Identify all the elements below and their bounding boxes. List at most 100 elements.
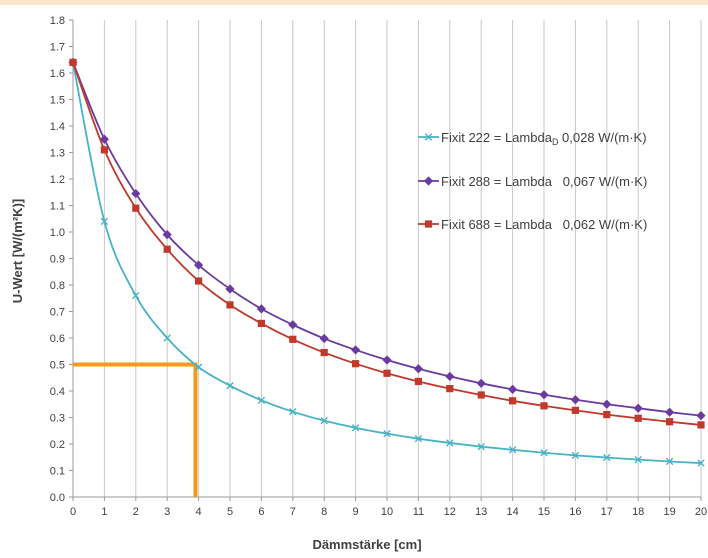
data-point: [319, 333, 329, 344]
data-point: [382, 355, 392, 365]
data-point: [226, 382, 234, 390]
data-point: [194, 363, 203, 371]
x-axis-title: Dämmstärke [cm]: [312, 537, 421, 552]
data-point-stroke: [100, 217, 109, 226]
data-point: [509, 397, 517, 405]
data-point-stroke: [634, 455, 642, 464]
series-2: [68, 57, 706, 421]
data-point-stroke: [540, 449, 548, 457]
data-point: [162, 230, 172, 240]
data-point-stroke: [289, 407, 297, 416]
data-point: [289, 335, 297, 343]
legend-label: Fixit 288 = Lambda 0,067 W/(m·K): [441, 174, 647, 189]
data-point: [163, 245, 171, 253]
data-point: [256, 304, 266, 314]
x-tick-label: 16: [569, 506, 581, 518]
data-point: [696, 411, 706, 421]
x-tick-label: 4: [196, 506, 202, 518]
y-axis-title: U-Wert [W/(m²K)]: [10, 199, 25, 303]
x-tick-label: 10: [381, 506, 393, 518]
data-point: [413, 364, 423, 374]
top-stripe: [0, 0, 708, 5]
x-tick-label: 13: [475, 506, 487, 518]
y-tick-label: 1.5: [50, 95, 65, 107]
data-point: [257, 396, 266, 404]
data-point: [414, 377, 422, 386]
legend-label-value: 0,062 W/(m·K): [552, 217, 647, 232]
series-line: [72, 62, 702, 464]
y-tick-label: 0.8: [50, 280, 65, 292]
y-tick-label: 0.3: [50, 413, 65, 425]
data-point: [351, 424, 360, 432]
data-point: [226, 301, 234, 309]
data-point-stroke: [508, 446, 517, 454]
y-tick-label: 0.1: [50, 466, 65, 478]
x-tick-label: 5: [227, 506, 233, 518]
y-tick-label: 1.6: [50, 68, 65, 80]
legend-label: Fixit 688 = Lambda 0,062 W/(m·K): [441, 217, 647, 232]
data-point: [69, 58, 77, 66]
data-point: [445, 371, 455, 382]
data-point: [132, 204, 140, 212]
data-point-stroke: [697, 459, 705, 467]
series-1: [69, 58, 705, 467]
legend-label-name: Fixit 222 = Lambda: [441, 130, 553, 145]
y-tick-label: 0.0: [50, 492, 65, 504]
axis-layer: 0.0 0.1 0.2 0.3 0.4 0.5 0.6 0.7 0.8 0.9 1.0 1.1 1.2 1…: [50, 15, 707, 518]
data-point: [100, 146, 108, 154]
data-point: [320, 348, 328, 357]
data-point: [424, 220, 433, 228]
data-point: [257, 319, 265, 328]
x-tick-label: 8: [321, 506, 327, 518]
data-point: [508, 446, 517, 454]
data-point: [508, 384, 518, 395]
data-point: [131, 188, 141, 199]
data-point: [571, 406, 579, 414]
data-point: [697, 459, 705, 467]
data-point: [476, 378, 486, 388]
x-tick-label: 2: [133, 506, 139, 518]
data-point: [602, 399, 612, 409]
x-tick-label: 12: [444, 506, 456, 518]
data-point: [477, 442, 485, 451]
x-tick-label: 11: [413, 506, 424, 518]
annotation-layer: [73, 362, 198, 497]
legend-label-subscript: D: [552, 137, 559, 147]
y-tick-label: 1.3: [50, 148, 65, 160]
data-point: [132, 291, 140, 300]
data-point: [288, 320, 298, 330]
x-tick-label: 1: [101, 506, 107, 518]
data-point-stroke: [665, 457, 674, 466]
data-point: [446, 385, 454, 393]
data-point: [539, 390, 549, 400]
y-tick-label: 0.9: [50, 254, 65, 266]
data-point-stroke: [446, 439, 454, 447]
data-point: [665, 457, 674, 466]
y-tick-label: 0.6: [50, 333, 65, 345]
data-point: [540, 402, 548, 410]
legend-label-name: Fixit 288 = Lambda: [441, 174, 553, 189]
x-tick-label: 15: [538, 506, 550, 518]
x-tick-label: 7: [290, 506, 296, 518]
x-tick-label: 6: [258, 506, 264, 518]
legend-label-name: Fixit 688 = Lambda: [441, 217, 553, 232]
data-point-stroke: [194, 363, 203, 371]
data-point: [540, 449, 548, 457]
legend-label-value: 0,067 W/(m·K): [552, 174, 647, 189]
legend-entry: Fixit 688 = Lambda 0,062 W/(m·K): [418, 217, 647, 232]
data-point: [383, 369, 391, 377]
data-point: [100, 217, 109, 226]
y-tick-label: 1.8: [50, 15, 65, 27]
y-tick-label: 1.7: [50, 42, 65, 54]
data-point: [603, 410, 611, 419]
y-tick-label: 0.5: [50, 360, 65, 372]
data-point: [194, 260, 204, 270]
y-tick-label: 1.0: [50, 227, 65, 239]
data-point: [634, 414, 642, 422]
series-3: [69, 58, 705, 429]
data-point: [195, 277, 203, 285]
data-point: [423, 176, 434, 186]
data-point: [352, 360, 360, 368]
